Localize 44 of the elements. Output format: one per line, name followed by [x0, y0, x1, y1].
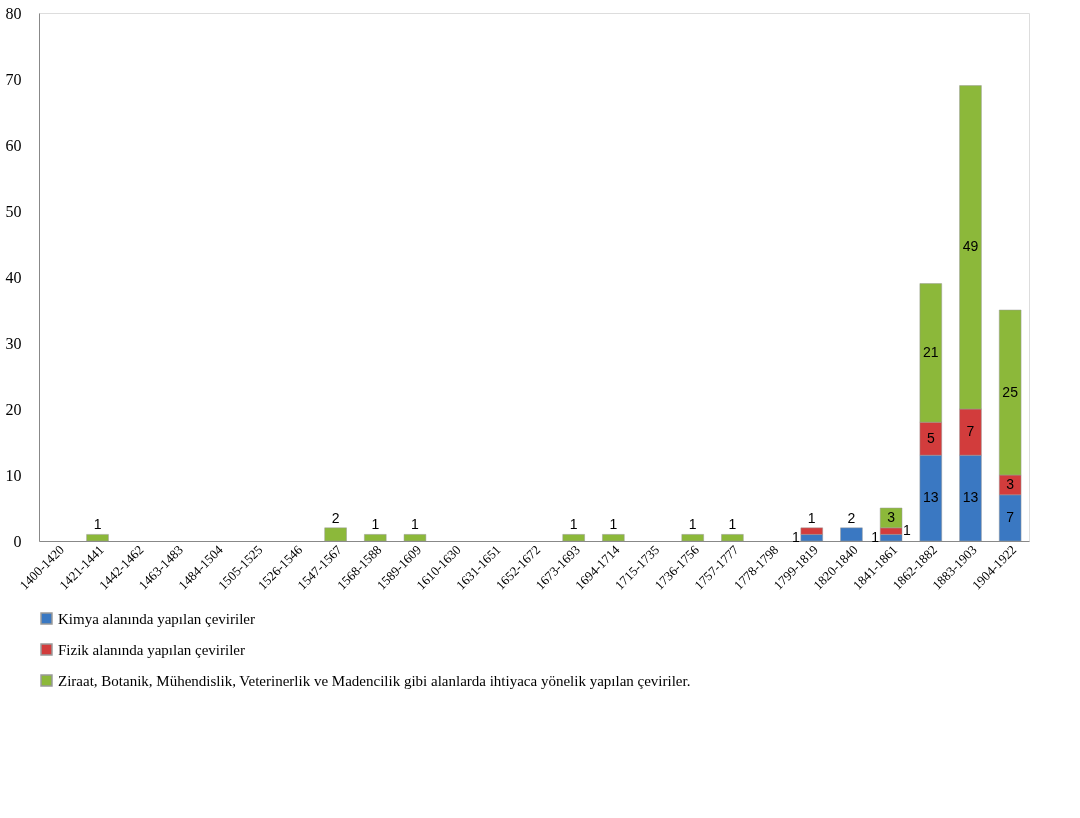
bar: [324, 527, 347, 542]
bar: [562, 534, 585, 542]
y-tick-label: 30: [5, 334, 22, 352]
data-label: 21: [923, 343, 939, 360]
data-label: 1: [903, 522, 912, 539]
data-label: 1: [807, 509, 816, 526]
data-label: 2: [331, 509, 340, 526]
data-label: 2: [847, 509, 856, 526]
bar: [86, 534, 109, 542]
bar: [681, 534, 704, 542]
data-label: 1: [791, 528, 800, 545]
data-label: 3: [1006, 475, 1015, 492]
bar: [403, 534, 427, 542]
y-tick-label: 20: [5, 400, 22, 418]
data-label: 1: [871, 528, 880, 545]
y-tick-label: 10: [5, 466, 22, 484]
y-tick-label: 60: [5, 136, 22, 154]
legend-label: Ziraat, Botanik, Mühendislik, Veterinerlik ve Madencilik gibi alanlarda ihtiyaca yönelik yapılan çeviriler.: [58, 672, 691, 689]
data-label: 1: [93, 516, 102, 533]
bar: [840, 527, 863, 542]
data-label: 13: [923, 489, 939, 506]
data-label: 1: [728, 516, 737, 533]
data-label: 49: [962, 238, 979, 255]
data-label: 3: [887, 508, 896, 525]
data-label: 1: [688, 516, 697, 533]
data-label: 1: [411, 516, 420, 533]
bar: [721, 534, 744, 542]
bar: [364, 534, 387, 542]
y-tick-label: 40: [5, 268, 22, 286]
data-label: 13: [962, 489, 979, 506]
data-label: 1: [609, 516, 618, 533]
y-tick-label: 80: [5, 4, 22, 22]
data-label: 1: [371, 516, 380, 533]
data-label: 1: [569, 516, 578, 533]
data-label: 7: [1006, 508, 1015, 525]
y-tick-label: 70: [5, 70, 22, 88]
data-label: 5: [926, 429, 935, 446]
bar: [602, 534, 625, 542]
legend-label: Fizik alanında yapılan çeviriler: [58, 641, 246, 658]
y-tick-label: 50: [5, 202, 22, 220]
legend-label: Kimya alanında yapılan çeviriler: [58, 610, 255, 627]
y-tick-label: 0: [13, 532, 22, 550]
data-label: 7: [966, 423, 975, 440]
data-label: 25: [1002, 383, 1019, 400]
